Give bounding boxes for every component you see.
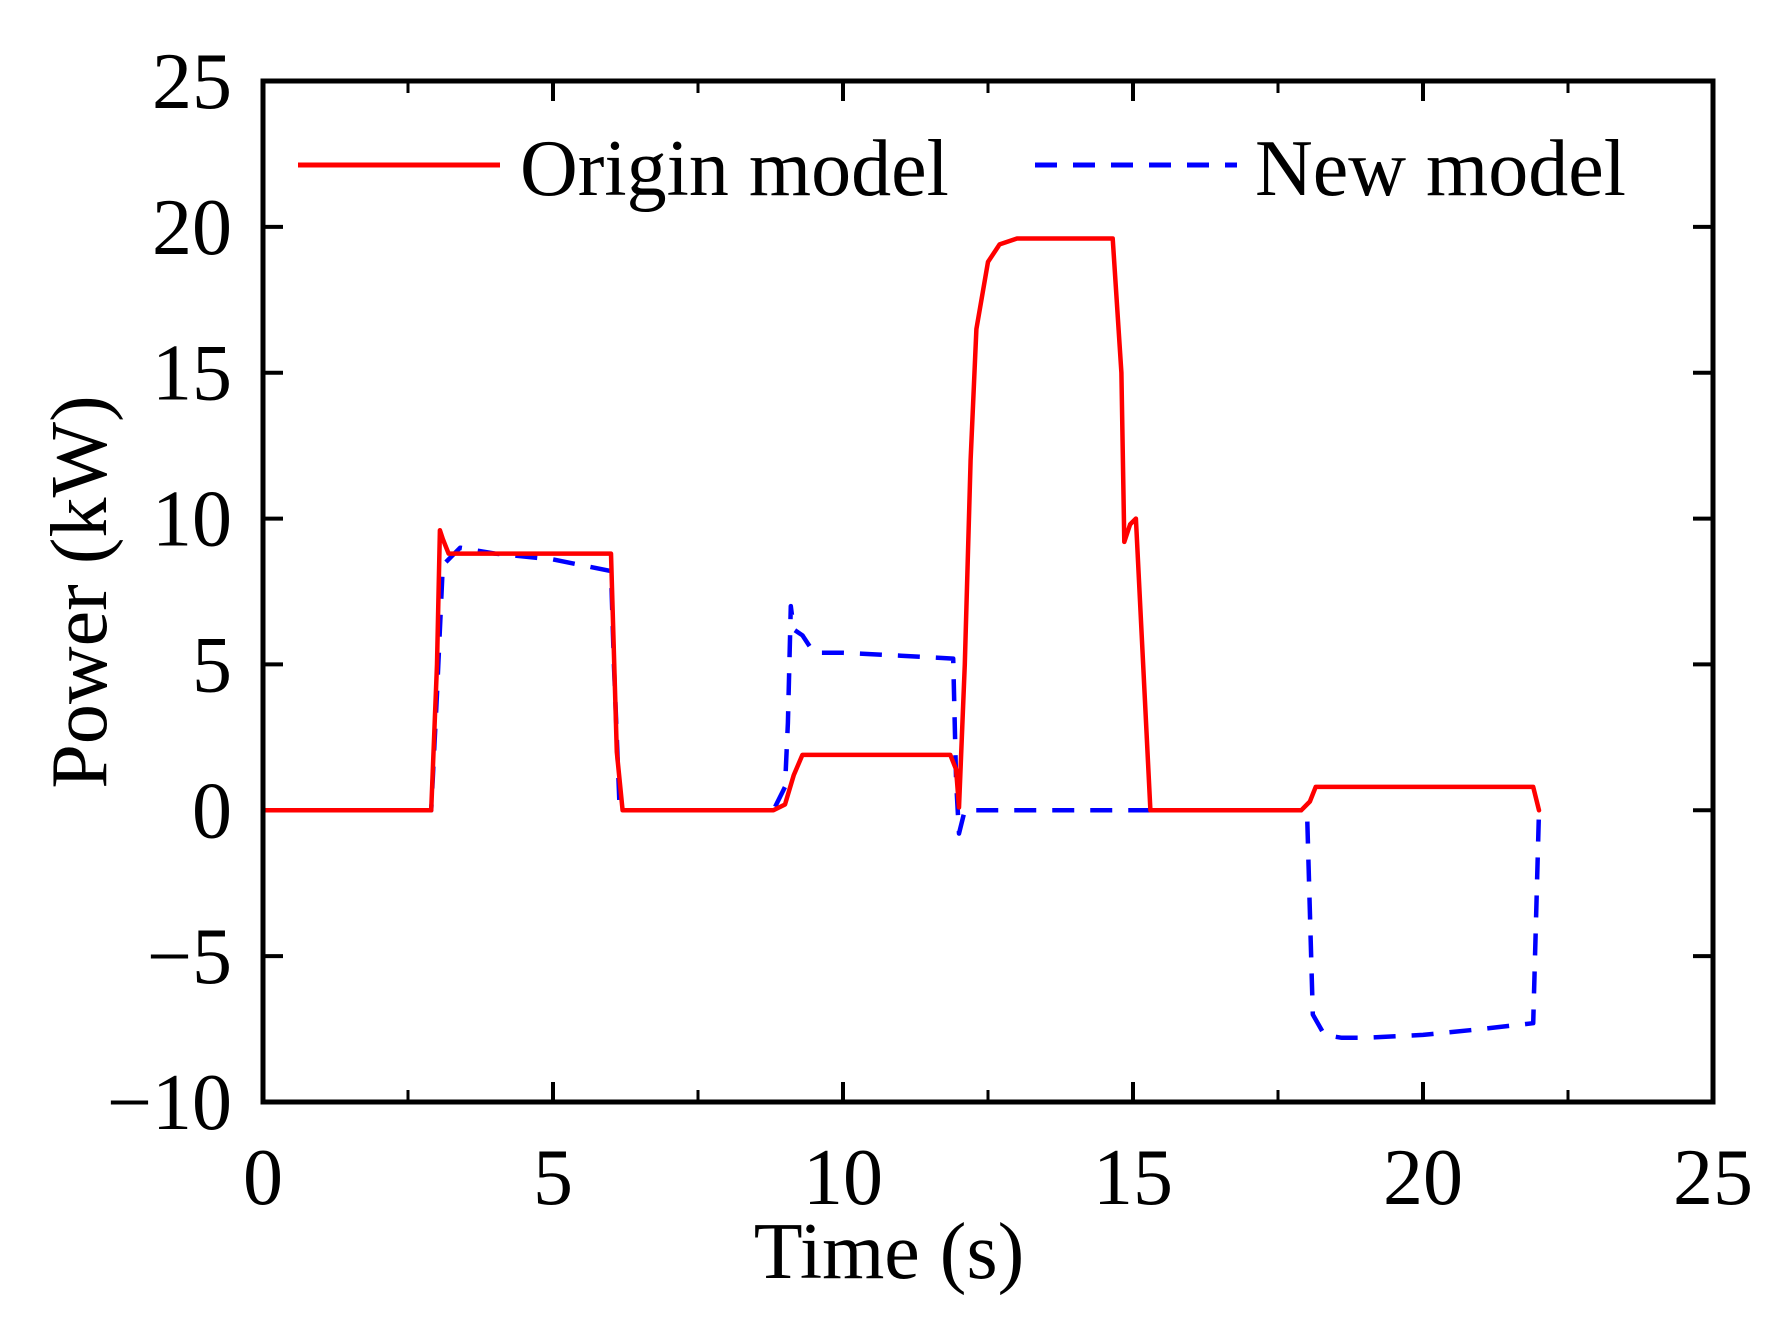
y-tick-label: −5 [147,913,232,1001]
y-tick-label: 5 [192,621,232,709]
x-axis-label: Time (s) [754,1208,1024,1296]
y-tick-label: 0 [192,767,232,855]
y-tick-label: 10 [152,476,232,564]
y-tick-label: −10 [107,1059,232,1147]
x-tick-label: 15 [1093,1134,1173,1222]
y-axis-label: Power (kW) [36,395,124,788]
legend: Origin model New model [298,125,1626,213]
x-tick-label: 0 [243,1134,283,1222]
series-line-origin-model [260,236,1542,813]
x-tick-label: 10 [803,1134,883,1222]
legend-label-new-model: New model [1255,125,1626,213]
x-tick-label: 25 [1673,1134,1753,1222]
x-tick-label: 20 [1383,1134,1463,1222]
y-tick-label: 15 [152,330,232,418]
y-tick-label: 20 [152,184,232,272]
plot-area [260,78,1716,1105]
y-tick-label: 25 [152,38,232,126]
x-tick-label: 5 [533,1134,573,1222]
legend-label-origin-model: Origin model [520,125,949,213]
series-line-new-model [263,545,1542,1041]
